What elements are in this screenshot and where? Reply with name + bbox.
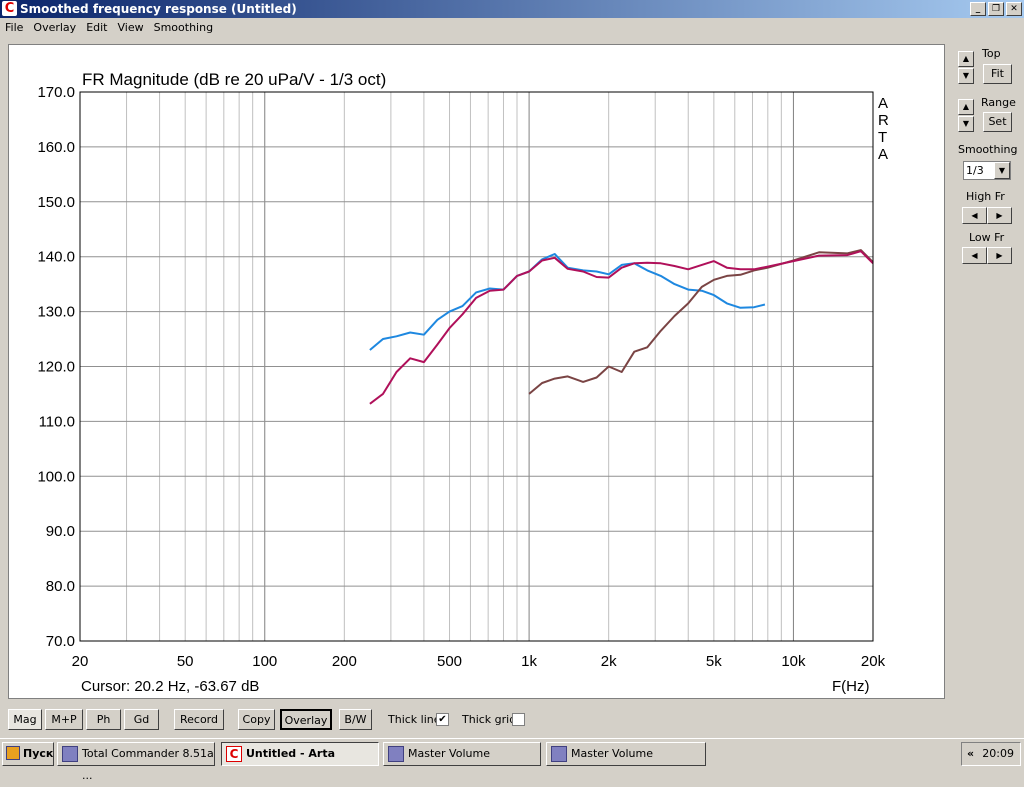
watermark-letter: T [878,129,887,146]
frequency-response-chart: FR Magnitude (dB re 20 uPa/V - 1/3 oct) … [37,70,889,695]
chevron-down-icon[interactable]: ▼ [994,162,1010,179]
x-tick-label: 5k [706,653,722,670]
top-down-button[interactable]: ▼ [958,68,974,84]
mp-button[interactable]: M+P [45,709,83,730]
smoothing-label: Smoothing [958,143,1018,156]
menu-overlay[interactable]: Overlay [33,21,77,34]
task-master-volume-2[interactable]: Master Volume [546,742,706,766]
range-label: Range [981,96,1016,109]
y-tick-label: 90.0 [46,523,75,540]
watermark-letter: A [878,95,888,112]
thick-grid-label: Thick grid [462,713,517,726]
top-label: Top [982,47,1001,60]
task-label: Master Volume [571,747,653,760]
y-tick-label: 100.0 [37,468,75,485]
smoothing-value: 1/3 [966,164,984,177]
chart-panel[interactable]: FR Magnitude (dB re 20 uPa/V - 1/3 oct) … [8,44,945,699]
thick-line-label: Thick line [388,713,441,726]
y-tick-label: 150.0 [37,194,75,211]
smoothing-select[interactable]: 1/3 ▼ [963,161,1011,180]
y-tick-label: 170.0 [37,84,75,101]
menu-edit[interactable]: Edit [86,21,108,34]
low-fr-label: Low Fr [969,231,1005,244]
close-button[interactable]: ✕ [1006,2,1022,16]
watermark-letter: R [878,112,889,129]
thick-grid-checkbox[interactable] [512,713,525,726]
system-tray: « 20:09 [961,742,1021,766]
record-button[interactable]: Record [174,709,224,730]
y-tick-label: 110.0 [39,413,75,430]
maximize-button[interactable]: ❐ [988,2,1004,16]
x-axis-label: F(Hz) [832,678,870,695]
menu-smoothing[interactable]: Smoothing [153,21,214,34]
mag-button[interactable]: Mag [8,709,42,730]
x-tick-label: 200 [332,653,357,670]
chart-title: FR Magnitude (dB re 20 uPa/V - 1/3 oct) [82,70,386,89]
minimize-button[interactable]: _ [970,2,986,16]
task-master-volume-1[interactable]: Master Volume [383,742,541,766]
y-tick-label: 120.0 [37,359,75,376]
high-fr-label: High Fr [966,190,1005,203]
window-title: Smoothed frequency response (Untitled) [20,2,297,16]
y-tick-label: 160.0 [37,139,75,156]
task-label: Untitled - Arta [246,747,335,760]
plot-border [79,91,874,642]
task-total-commander[interactable]: Total Commander 8.51a ... [57,742,215,782]
taskbar: Пуск Total Commander 8.51a ... C Untitled… [0,738,1024,782]
y-tick-label: 80.0 [46,578,75,595]
tray-expand-button[interactable]: « [967,747,975,760]
thick-line-checkbox[interactable]: ✔ [436,713,449,726]
x-tick-label: 100 [252,653,277,670]
x-tick-label: 50 [177,653,194,670]
range-up-button[interactable]: ▲ [958,99,974,115]
start-label: Пуск [23,747,54,760]
x-tick-label: 20 [72,653,89,670]
clock: 20:09 [982,747,1014,760]
set-button[interactable]: Set [983,112,1012,132]
top-up-button[interactable]: ▲ [958,51,974,67]
task-label: Master Volume [408,747,490,760]
overlay-button[interactable]: Overlay [280,709,332,730]
menu-view[interactable]: View [117,21,144,34]
y-tick-label: 140.0 [37,249,75,266]
y-tick-label: 70.0 [46,633,75,650]
x-tick-label: 2k [601,653,617,670]
low-fr-right-button[interactable]: ▶ [987,247,1012,264]
y-tick-label: 130.0 [37,304,75,321]
volume-icon [388,746,404,762]
range-down-button[interactable]: ▼ [958,116,974,132]
app-icon: C [2,1,17,16]
watermark-letter: A [878,146,888,163]
series-line-2 [528,249,874,395]
task-label: Total Commander 8.51a ... [82,747,214,782]
task-arta[interactable]: C Untitled - Arta [221,742,379,766]
low-fr-left-button[interactable]: ◀ [962,247,987,264]
start-button[interactable]: Пуск [2,742,54,766]
fit-button[interactable]: Fit [983,64,1012,84]
menu-bar: File Overlay Edit View Smoothing [0,18,218,37]
x-tick-label: 10k [781,653,806,670]
high-fr-left-button[interactable]: ◀ [962,207,987,224]
series-line-3 [369,250,874,405]
copy-button[interactable]: Copy [238,709,275,730]
volume-icon [551,746,567,762]
bw-button[interactable]: B/W [339,709,372,730]
x-tick-label: 500 [437,653,462,670]
windows-logo-icon [6,746,20,760]
x-tick-label: 20k [861,653,886,670]
x-tick-label: 1k [521,653,537,670]
gd-button[interactable]: Gd [124,709,159,730]
high-fr-right-button[interactable]: ▶ [987,207,1012,224]
title-bar: C Smoothed frequency response (Untitled)… [0,0,1024,18]
arta-watermark: A R T A [878,95,889,163]
cursor-readout: Cursor: 20.2 Hz, -63.67 dB [81,678,259,695]
ph-button[interactable]: Ph [86,709,121,730]
arta-icon: C [226,746,242,762]
menu-file[interactable]: File [5,21,24,34]
floppy-icon [62,746,78,762]
